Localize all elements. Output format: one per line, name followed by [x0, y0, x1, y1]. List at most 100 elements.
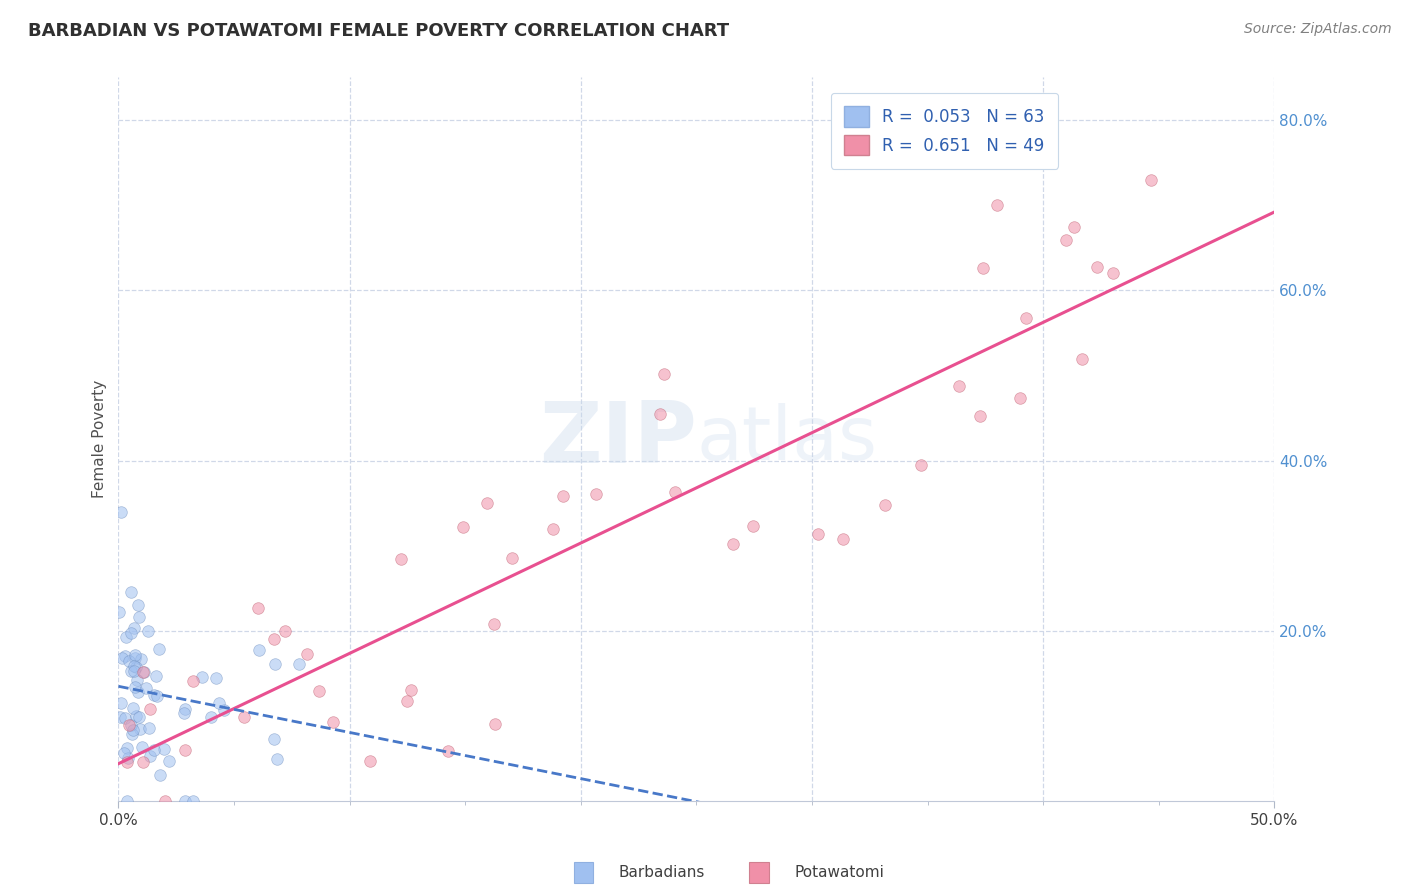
Point — [120, 717, 142, 731]
Point — [295, 647, 318, 661]
Point — [124, 621, 146, 635]
Point — [322, 714, 344, 729]
Point — [214, 702, 236, 716]
Point — [129, 652, 152, 666]
Point — [127, 685, 149, 699]
Point — [149, 768, 172, 782]
Point — [125, 660, 148, 674]
Point — [477, 496, 499, 510]
Point — [117, 794, 139, 808]
Point — [741, 519, 763, 533]
Point — [266, 751, 288, 765]
Point — [128, 610, 150, 624]
Point — [122, 723, 145, 737]
Legend: R =  0.053   N = 63, R =  0.651   N = 49: R = 0.053 N = 63, R = 0.651 N = 49 — [831, 93, 1057, 169]
Point — [110, 709, 132, 723]
Point — [128, 709, 150, 723]
Point — [108, 605, 131, 619]
Point — [114, 630, 136, 644]
Point — [650, 407, 672, 421]
Point — [132, 665, 155, 679]
Point — [122, 664, 145, 678]
Point — [157, 754, 180, 768]
Point — [263, 731, 285, 746]
Point — [114, 648, 136, 663]
Point — [395, 694, 418, 708]
Text: Potawatomi: Potawatomi — [794, 865, 884, 880]
Point — [143, 688, 166, 702]
Point — [115, 755, 138, 769]
Point — [832, 533, 855, 547]
Point — [181, 673, 204, 688]
Point — [153, 794, 176, 808]
Point — [190, 669, 212, 683]
Point — [139, 749, 162, 764]
Point — [110, 505, 132, 519]
Point — [585, 487, 607, 501]
Point — [114, 711, 136, 725]
Point — [1085, 260, 1108, 274]
Point — [910, 458, 932, 472]
Point — [986, 198, 1008, 212]
Point — [122, 658, 145, 673]
Point — [389, 551, 412, 566]
Point — [264, 657, 287, 672]
Text: BARBADIAN VS POTAWATOMI FEMALE POVERTY CORRELATION CHART: BARBADIAN VS POTAWATOMI FEMALE POVERTY C… — [28, 22, 730, 40]
Point — [1063, 219, 1085, 234]
Point — [551, 489, 574, 503]
Point — [205, 671, 228, 685]
Point — [145, 669, 167, 683]
Point — [1140, 172, 1163, 186]
Y-axis label: Female Poverty: Female Poverty — [93, 380, 107, 499]
Point — [1054, 233, 1077, 247]
Point — [139, 702, 162, 716]
Point — [112, 746, 135, 760]
Text: Barbadians: Barbadians — [619, 865, 704, 880]
Point — [131, 665, 153, 679]
Point — [148, 642, 170, 657]
Text: ZIP: ZIP — [538, 398, 696, 481]
Point — [482, 617, 505, 632]
Point — [174, 793, 197, 807]
Point — [652, 368, 675, 382]
Point — [118, 655, 141, 669]
Point — [1071, 351, 1094, 366]
Point — [111, 651, 134, 665]
Point — [128, 723, 150, 737]
Point — [120, 585, 142, 599]
Point — [200, 709, 222, 723]
Point — [721, 537, 744, 551]
Point — [1101, 266, 1123, 280]
Point — [135, 681, 157, 696]
Point — [138, 721, 160, 735]
Point — [437, 744, 460, 758]
Point — [969, 409, 991, 424]
Text: atlas: atlas — [696, 403, 877, 475]
Point — [1008, 391, 1031, 405]
Point — [131, 739, 153, 754]
Point — [263, 632, 285, 647]
Point — [124, 680, 146, 694]
Point — [110, 697, 132, 711]
Point — [875, 498, 897, 512]
Point — [173, 706, 195, 721]
Text: Source: ZipAtlas.com: Source: ZipAtlas.com — [1244, 22, 1392, 37]
Point — [484, 717, 506, 731]
Point — [664, 484, 686, 499]
Point — [247, 600, 270, 615]
Point — [181, 794, 204, 808]
Point — [152, 742, 174, 756]
Point — [132, 755, 155, 769]
Point — [807, 526, 830, 541]
Point — [120, 626, 142, 640]
Point — [451, 520, 474, 534]
Point — [173, 743, 195, 757]
Point — [401, 682, 423, 697]
Point — [125, 709, 148, 723]
Point — [359, 755, 381, 769]
Point — [121, 727, 143, 741]
Point — [208, 696, 231, 710]
Point — [127, 598, 149, 612]
Point — [117, 751, 139, 765]
Point — [122, 701, 145, 715]
